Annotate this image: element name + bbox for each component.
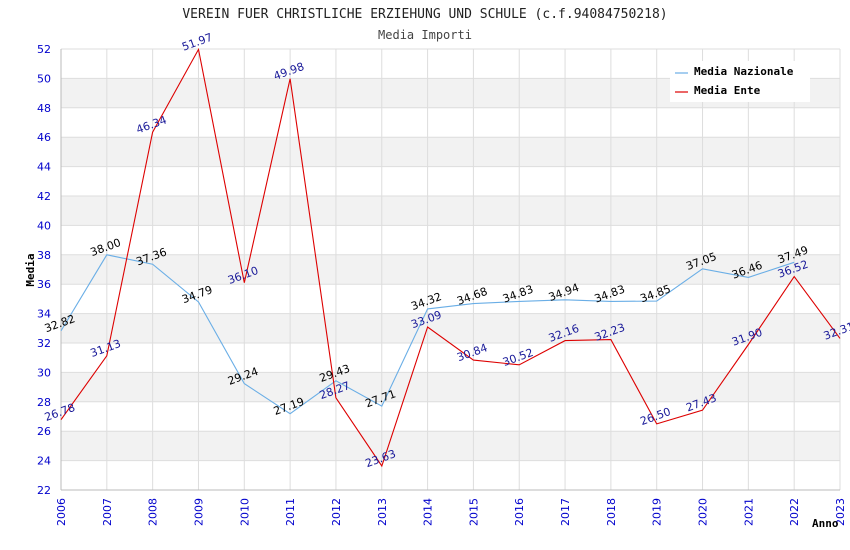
legend: Media Nazionale Media Ente — [670, 61, 810, 102]
y-tick-label: 34 — [37, 308, 51, 321]
data-label-media-ente: 51.97 — [180, 31, 214, 54]
y-axis-label: Media — [24, 253, 37, 286]
x-axis-label: Anno — [812, 517, 839, 530]
x-tick-label: 2009 — [192, 498, 205, 526]
x-tick-label: 2011 — [284, 498, 297, 526]
x-tick-label: 2013 — [376, 498, 389, 526]
y-tick-label: 26 — [37, 425, 51, 438]
data-label-media-ente: 46.34 — [134, 113, 168, 136]
x-tick-label: 2019 — [651, 498, 664, 526]
y-tick-label: 36 — [37, 278, 51, 291]
x-tick-label: 2015 — [467, 498, 480, 526]
data-label-media-nazionale: 34.68 — [455, 285, 489, 308]
data-label-media-nazionale: 34.83 — [501, 283, 535, 306]
data-label-media-ente: 30.52 — [501, 346, 535, 369]
legend-label-media-nazionale: Media Nazionale — [694, 65, 794, 78]
y-axis-ticks: 22 24 26 28 30 32 34 36 38 40 42 44 46 48 50 52 — [37, 43, 51, 497]
series-line-media-nazionale — [60, 254, 795, 415]
y-tick-label: 40 — [37, 219, 51, 232]
y-tick-label: 32 — [37, 337, 51, 350]
data-label-media-nazionale: 34.83 — [593, 283, 627, 306]
grid-band — [61, 254, 840, 285]
y-tick-label: 42 — [37, 190, 51, 203]
x-tick-label: 2012 — [330, 498, 343, 526]
x-tick-label: 2021 — [742, 498, 755, 526]
y-tick-label: 52 — [37, 43, 51, 56]
y-tick-label: 44 — [37, 161, 51, 174]
y-tick-label: 46 — [37, 131, 51, 144]
data-label-media-nazionale: 34.79 — [180, 283, 214, 306]
grid-band — [61, 137, 840, 167]
grid-band — [61, 196, 840, 226]
x-tick-label: 2022 — [788, 498, 801, 526]
gridlines — [60, 48, 841, 491]
series-layer — [60, 47, 841, 468]
data-label-media-nazionale: 34.85 — [638, 282, 672, 305]
y-tick-label: 22 — [37, 484, 51, 497]
x-tick-label: 2017 — [559, 498, 572, 526]
chart-title: VEREIN FUER CHRISTLICHE ERZIEHUNG UND SC… — [182, 7, 667, 22]
y-tick-label: 30 — [37, 366, 51, 379]
chart-subtitle: Media Importi — [378, 28, 472, 42]
y-tick-label: 50 — [37, 72, 51, 85]
y-tick-label: 24 — [37, 455, 51, 468]
x-tick-label: 2014 — [422, 498, 435, 526]
legend-label-media-ente: Media Ente — [694, 84, 761, 97]
series-line-media-ente — [60, 47, 841, 468]
grid-band — [61, 313, 840, 343]
x-tick-label: 2010 — [238, 498, 251, 526]
y-tick-label: 38 — [37, 249, 51, 262]
x-tick-label: 2023 — [834, 498, 847, 526]
data-label-media-ente: 26.50 — [638, 405, 672, 428]
y-tick-label: 48 — [37, 102, 51, 115]
x-tick-label: 2007 — [101, 498, 114, 526]
x-tick-label: 2018 — [605, 498, 618, 526]
x-tick-label: 2006 — [55, 498, 68, 526]
x-tick-label: 2016 — [513, 498, 526, 526]
grid-band — [61, 372, 840, 402]
y-tick-label: 28 — [37, 396, 51, 409]
x-axis-ticks: 2006 2007 2008 2009 2010 2011 2012 2013 2014 2015… — [55, 498, 847, 526]
grid-band — [61, 431, 840, 461]
legend-box — [670, 61, 810, 102]
grid-bands — [61, 78, 840, 461]
x-tick-label: 2008 — [147, 498, 160, 526]
x-tick-label: 2020 — [697, 498, 710, 526]
